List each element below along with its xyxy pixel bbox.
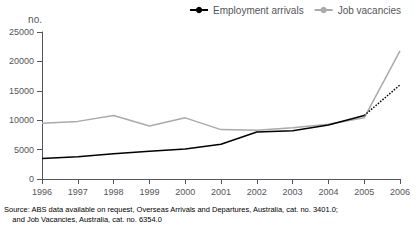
svg-text:20000: 20000: [9, 56, 34, 66]
svg-text:Source: ABS data available on: Source: ABS data available on request, O…: [4, 205, 338, 214]
svg-text:25000: 25000: [9, 27, 34, 37]
svg-text:Employment arrivals: Employment arrivals: [213, 5, 304, 16]
svg-text:2004: 2004: [318, 187, 338, 197]
svg-text:no.: no.: [28, 14, 42, 25]
svg-text:1997: 1997: [68, 187, 88, 197]
svg-text:2006: 2006: [390, 187, 410, 197]
svg-text:Job vacancies: Job vacancies: [338, 5, 401, 16]
svg-text:and Job Vacancies, Australia,: and Job Vacancies, Australia, cat. no. 6…: [4, 215, 162, 224]
svg-text:0: 0: [29, 174, 34, 184]
svg-text:2001: 2001: [211, 187, 231, 197]
svg-text:1996: 1996: [32, 187, 52, 197]
svg-text:2002: 2002: [247, 187, 267, 197]
svg-text:15000: 15000: [9, 86, 34, 96]
svg-text:2000: 2000: [175, 187, 195, 197]
svg-text:1999: 1999: [139, 187, 159, 197]
svg-text:2005: 2005: [354, 187, 374, 197]
svg-text:1998: 1998: [104, 187, 124, 197]
svg-text:2003: 2003: [283, 187, 303, 197]
svg-text:10000: 10000: [9, 115, 34, 125]
svg-text:5000: 5000: [14, 145, 34, 155]
